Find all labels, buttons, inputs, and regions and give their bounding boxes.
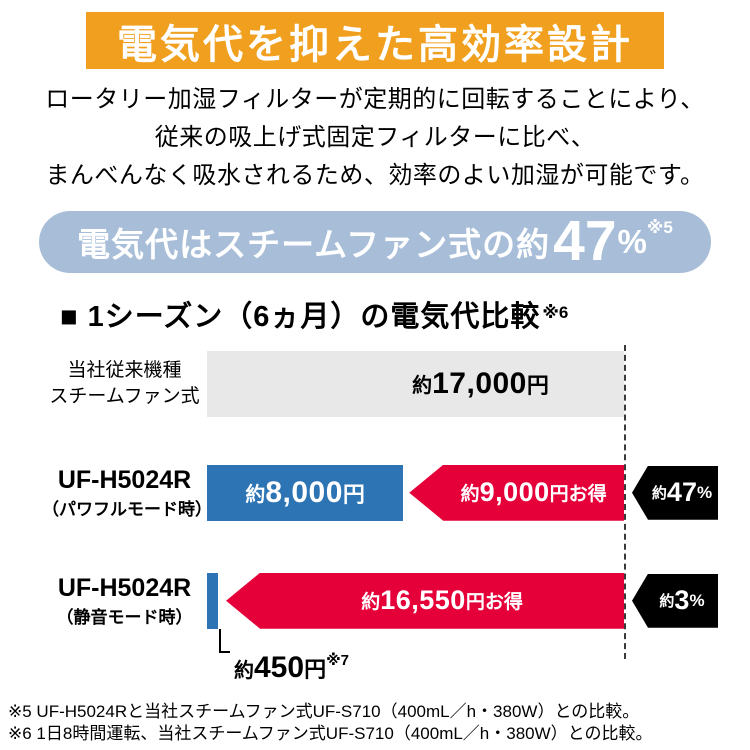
quiet-save-number: 16,550	[380, 585, 466, 616]
pill-note: ※5	[646, 217, 673, 237]
steam-label-line2: スチームファン式	[49, 385, 200, 407]
efficiency-pill: 電気代はスチームファン式の約 47 % ※5	[39, 209, 711, 274]
quiet-cost-prefix: 約	[234, 659, 254, 682]
powerful-cost-unit: 円	[342, 481, 365, 507]
powerful-cost-prefix: 約	[245, 484, 266, 507]
intro-line-1: ロータリー加湿フィルターが定期的に回転することにより、	[45, 86, 705, 113]
powerful-model-label: UF-H5024R	[57, 466, 192, 495]
savings-tag-powerful: 約 47 %	[632, 465, 718, 520]
quiet-model-label: UF-H5024R	[57, 574, 192, 603]
powerful-pct-number: 47	[666, 477, 697, 508]
quiet-save-unit: 円お得	[465, 592, 523, 614]
quiet-mode-label: （静音モード時）	[56, 608, 193, 628]
quiet-save-prefix: 約	[361, 592, 381, 614]
savings-tag-quiet: 約 3 %	[632, 573, 718, 628]
bar-steam: 約 17,000 円	[207, 350, 624, 417]
powerful-save-prefix: 約	[460, 484, 480, 506]
row-label-powerful: UF-H5024R （パワフルモード時）	[42, 465, 212, 520]
row-quiet: UF-H5024R （静音モード時） スチームファン式と比べて 約 16,550…	[42, 572, 718, 653]
steam-value-prefix: 約	[412, 375, 433, 398]
powerful-save-number: 9,000	[479, 477, 550, 508]
powerful-pct-prefix: 約	[651, 485, 667, 503]
quiet-pct-number: 3	[674, 585, 690, 616]
powerful-pct-unit: %	[696, 482, 713, 502]
row-powerful: UF-H5024R （パワフルモード時） 約 8,000 円 スチームファン式と…	[42, 464, 718, 521]
quiet-cost-number: 450	[254, 650, 305, 684]
steam-label-line1: 当社従来機種	[67, 360, 182, 382]
footnote-6: ※6 1日8時間運転、当社スチームファン式UF-S710（400mL／h・380…	[8, 724, 653, 744]
intro-line-3: まんべんなく吸水されるため、効率のよい加湿が可能です。	[45, 161, 705, 189]
bar-powerful: 約 8,000 円	[207, 464, 404, 521]
cost-callout-quiet: 約 450 円 ※7	[234, 651, 712, 685]
powerful-mode-label: （パワフルモード時）	[42, 500, 212, 520]
quiet-pct-prefix: 約	[659, 593, 675, 611]
savings-arrow-quiet: スチームファン式と比べて 約 16,550 円お得	[226, 572, 624, 629]
savings-arrow-powerful: スチームファン式と比べて 約 9,000 円お得	[409, 464, 624, 521]
row-label-quiet: UF-H5024R （静音モード時）	[42, 573, 207, 628]
powerful-save-unit: 円お得	[549, 484, 607, 506]
compare-caption-powerful: スチームファン式と比べて	[421, 443, 612, 461]
footnote-5: ※5 UF-H5024Rと当社スチームファン式UF-S710（400mL／h・3…	[8, 701, 640, 721]
intro-line-2: 従来の吸上げ式固定フィルターに比べ、	[154, 123, 596, 151]
header-banner: 電気代を抑えた高効率設計	[86, 12, 664, 69]
compare-caption-quiet: スチームファン式と比べて	[330, 551, 520, 569]
footnotes: ※5 UF-H5024Rと当社スチームファン式UF-S710（400mL／h・3…	[8, 701, 750, 746]
powerful-cost-number: 8,000	[265, 475, 343, 509]
quiet-pct-unit: %	[689, 590, 705, 610]
bar-area-steam: 約 17,000 円	[207, 350, 624, 417]
chart-title: ■ 1シーズン（6ヵ月）の電気代比較 ※6	[60, 293, 750, 335]
pill-unit: %	[617, 222, 647, 260]
pill-text: 電気代はスチームファン式の約	[77, 225, 551, 263]
bar-area-powerful: 約 8,000 円 スチームファン式と比べて 約 9,000 円お得 約 47 …	[207, 464, 718, 521]
header-title: 電気代を抑えた高効率設計	[117, 22, 633, 67]
quiet-cost-note: ※7	[326, 651, 350, 669]
electricity-chart: 当社従来機種 スチームファン式 約 17,000 円 UF-H5024R （パワ…	[42, 344, 718, 685]
row-steam: 当社従来機種 スチームファン式 約 17,000 円	[42, 350, 712, 417]
steam-value-unit: 円	[526, 372, 549, 398]
row-label-steam: 当社従来機種 スチームファン式	[42, 358, 207, 409]
bar-area-quiet: スチームファン式と比べて 約 16,550 円お得 約 3 %	[207, 572, 718, 653]
bar-quiet	[207, 572, 219, 629]
steam-value-number: 17,000	[432, 366, 527, 400]
chart-title-text: ■ 1シーズン（6ヵ月）の電気代比較	[60, 300, 541, 333]
chart-title-note: ※6	[542, 302, 569, 322]
intro-text: ロータリー加湿フィルターが定期的に回転することにより、 従来の吸上げ式固定フィル…	[0, 81, 750, 195]
quiet-cost-unit: 円	[304, 656, 327, 682]
scale-dashed-line	[624, 344, 626, 659]
pill-number: 47	[553, 209, 617, 274]
callout-connector	[219, 628, 230, 653]
